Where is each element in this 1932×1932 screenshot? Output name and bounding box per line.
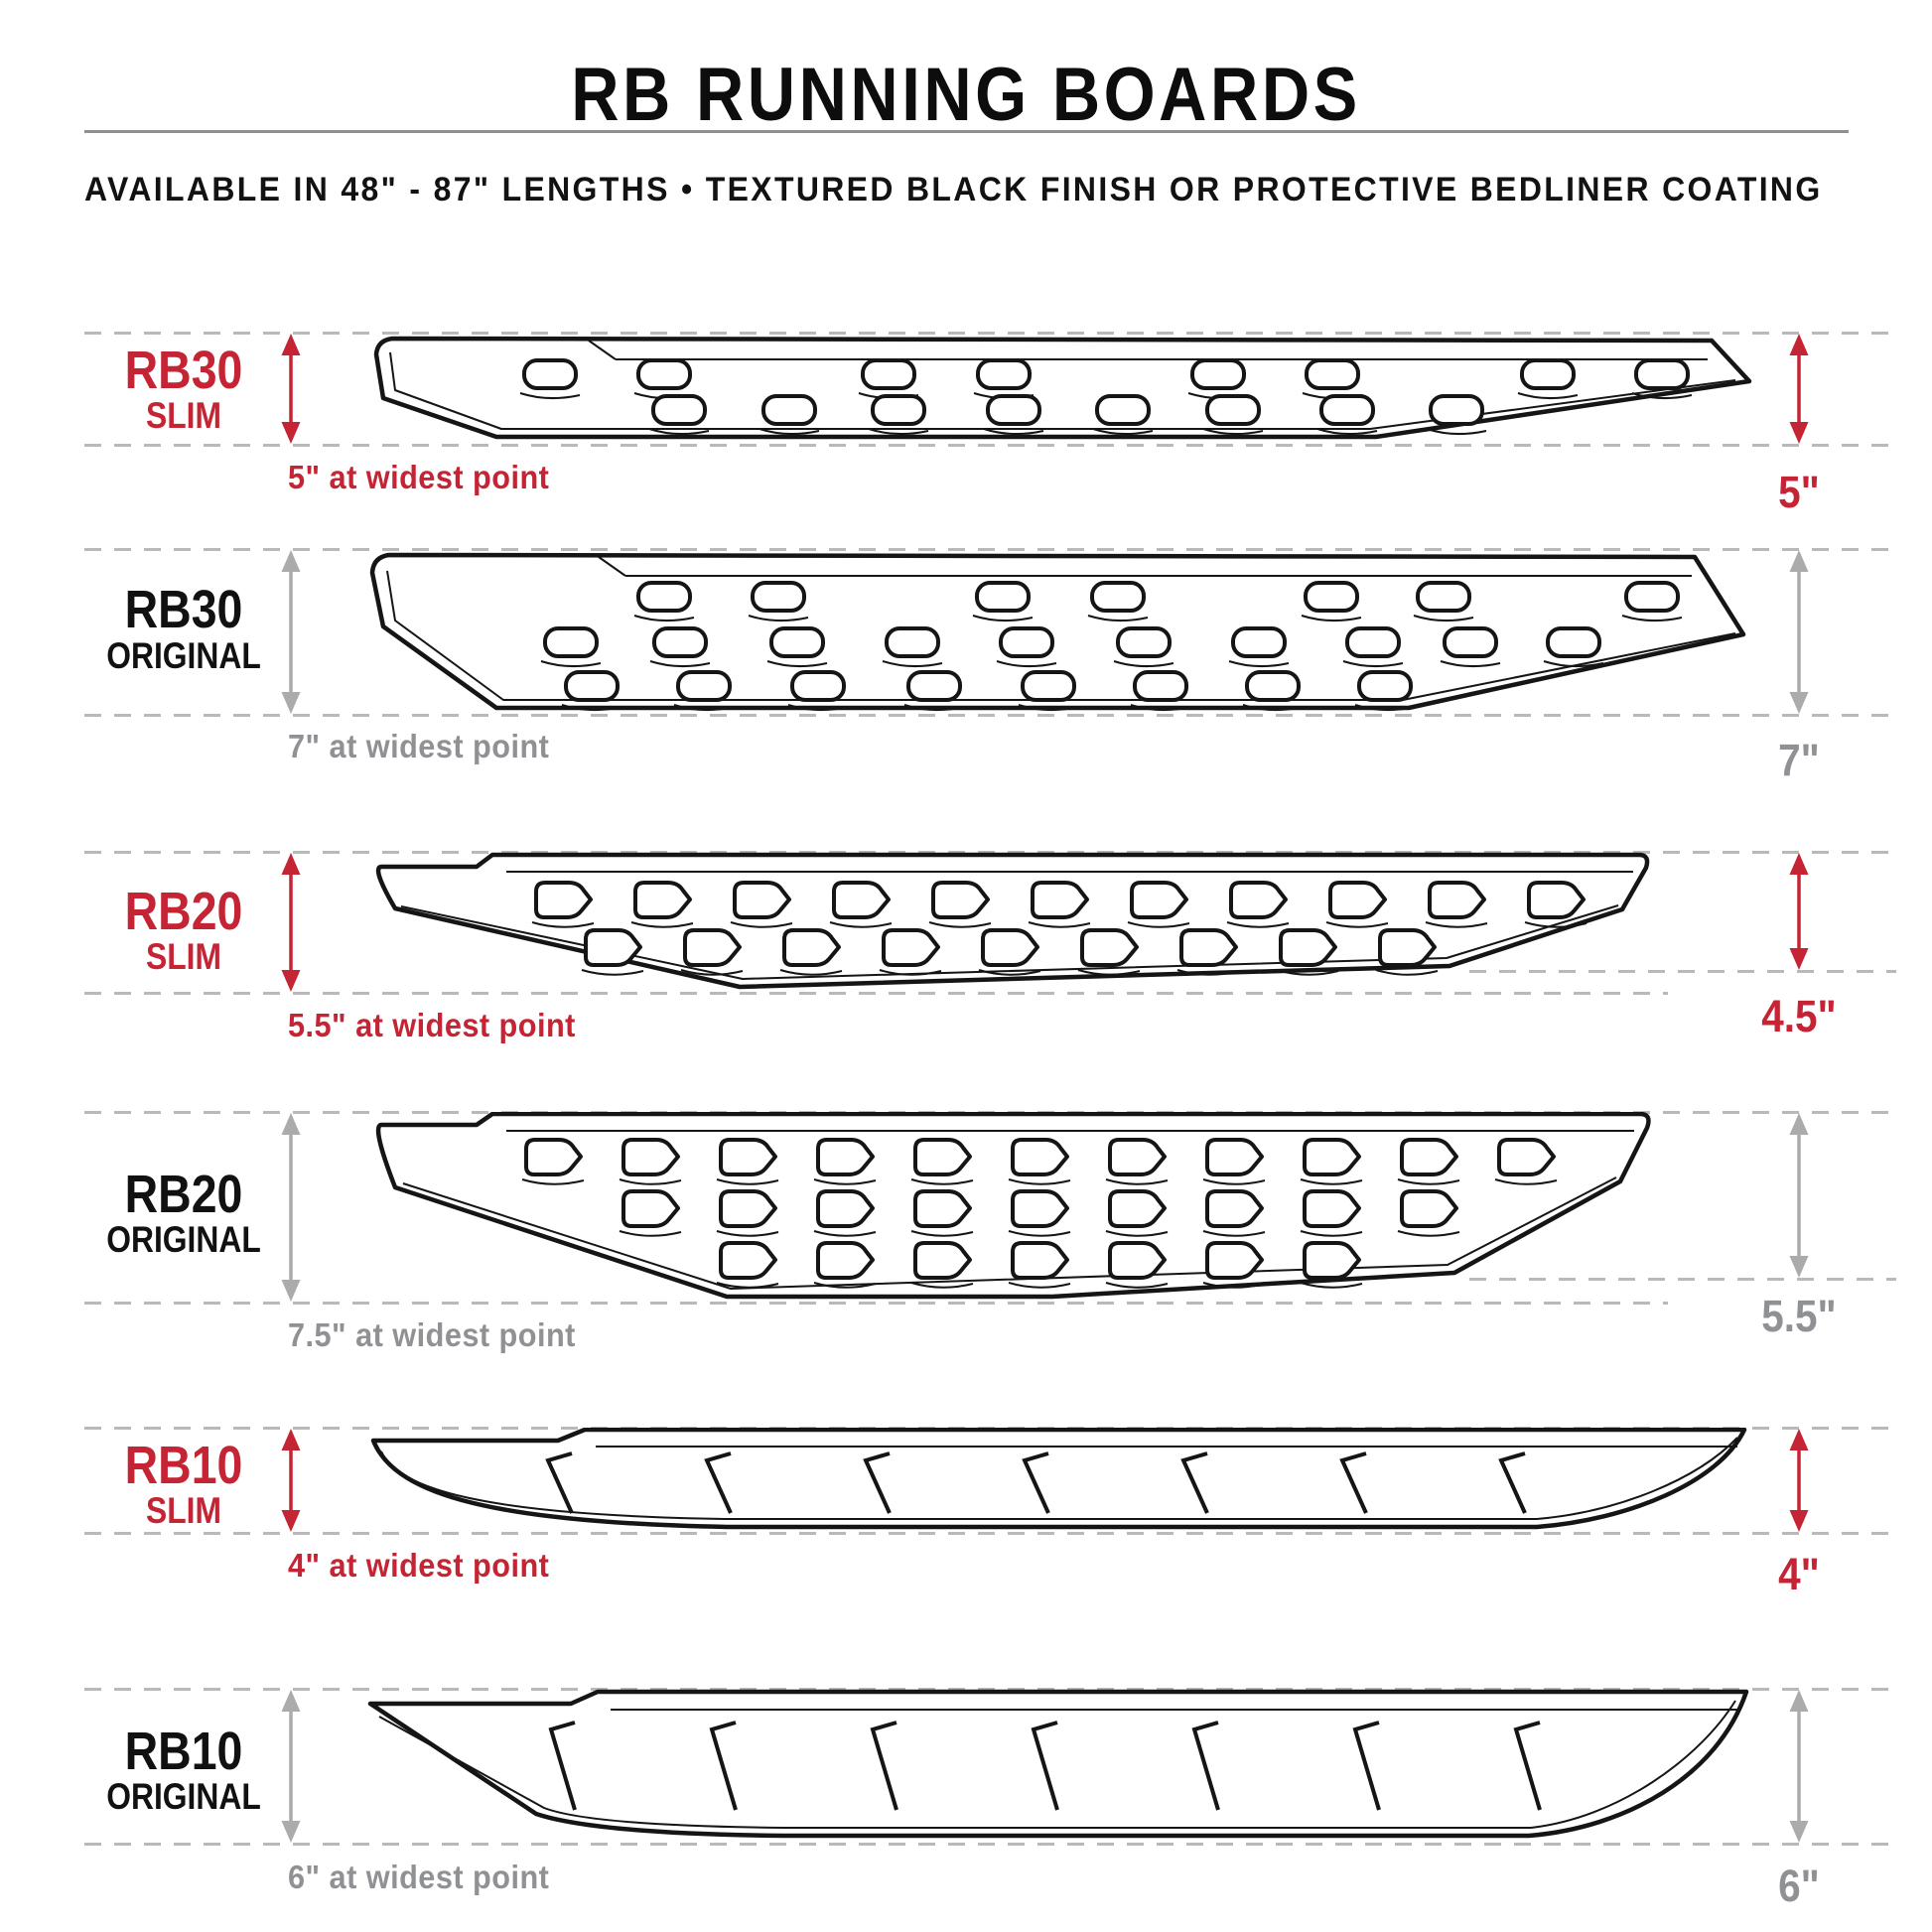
- dashed-guide-bottom: [84, 1843, 1896, 1846]
- widest-point-label: 7" at widest point: [288, 728, 550, 764]
- page-subtitle: AVAILABLE IN 48" - 87" LENGTHS • TEXTURE…: [84, 171, 1823, 208]
- right-dimension-arrow: [1784, 1690, 1814, 1843]
- variant-label: SLIM: [145, 1490, 222, 1531]
- dashed-guide-bottom-right: [1469, 1278, 1896, 1281]
- right-dimension-arrow: [1784, 1113, 1814, 1278]
- height-measure-label: 5.5": [1761, 1291, 1837, 1341]
- right-dimension-arrow: [1784, 1429, 1814, 1532]
- dashed-guide-top: [84, 1688, 1896, 1691]
- widest-point-label: 5" at widest point: [288, 459, 550, 495]
- dashed-guide-bottom-left: [84, 1302, 1668, 1305]
- height-measure-label: 4.5": [1761, 991, 1837, 1041]
- height-measure-label: 5": [1778, 467, 1820, 517]
- model-label: RB10: [124, 1722, 243, 1781]
- left-dimension-arrow: [276, 853, 306, 992]
- widest-point-label: 7.5" at widest point: [288, 1316, 576, 1353]
- model-label: RB30: [124, 341, 243, 400]
- left-dimension-arrow: [276, 1113, 306, 1302]
- left-dimension-arrow: [276, 1429, 306, 1532]
- model-label: RB30: [124, 580, 243, 639]
- variant-label: SLIM: [145, 936, 222, 977]
- variant-label: SLIM: [145, 395, 222, 436]
- left-dimension-arrow: [276, 550, 306, 714]
- height-measure-label: 4": [1778, 1549, 1820, 1599]
- model-label: RB20: [124, 1165, 243, 1224]
- dashed-guide-top: [84, 548, 1896, 551]
- widest-point-label: 5.5" at widest point: [288, 1007, 576, 1043]
- variant-label: ORIGINAL: [106, 1219, 261, 1260]
- variant-label: ORIGINAL: [106, 635, 261, 676]
- variant-label: ORIGINAL: [106, 1776, 261, 1817]
- page-title: RB RUNNING BOARDS: [571, 53, 1361, 137]
- board-drawing-rb30-slim: [373, 336, 1752, 440]
- dashed-guide-top: [84, 332, 1896, 335]
- height-measure-label: 7": [1778, 735, 1820, 785]
- dashed-guide-bottom-right: [1469, 970, 1896, 973]
- board-drawing-rb20-slim: [375, 852, 1650, 990]
- title-divider: [84, 130, 1849, 133]
- right-dimension-arrow: [1784, 853, 1814, 970]
- board-drawing-rb20-original: [375, 1112, 1651, 1300]
- board-drawing-rb10-slim: [370, 1428, 1747, 1530]
- left-dimension-arrow: [276, 334, 306, 444]
- right-dimension-arrow: [1784, 550, 1814, 714]
- widest-point-label: 4" at widest point: [288, 1547, 550, 1584]
- model-label: RB20: [124, 882, 243, 941]
- dashed-guide-bottom: [84, 444, 1896, 447]
- right-dimension-arrow: [1784, 334, 1814, 444]
- dashed-guide-top: [84, 851, 1896, 854]
- widest-point-label: 6" at widest point: [288, 1859, 550, 1895]
- height-measure-label: 6": [1778, 1861, 1820, 1911]
- left-dimension-arrow: [276, 1690, 306, 1843]
- model-label: RB10: [124, 1436, 243, 1495]
- dashed-guide-bottom-left: [84, 992, 1668, 995]
- board-drawing-rb30-original: [369, 552, 1746, 711]
- dashed-guide-bottom: [84, 1532, 1896, 1535]
- dashed-guide-bottom: [84, 714, 1896, 717]
- board-drawing-rb10-original: [367, 1689, 1749, 1839]
